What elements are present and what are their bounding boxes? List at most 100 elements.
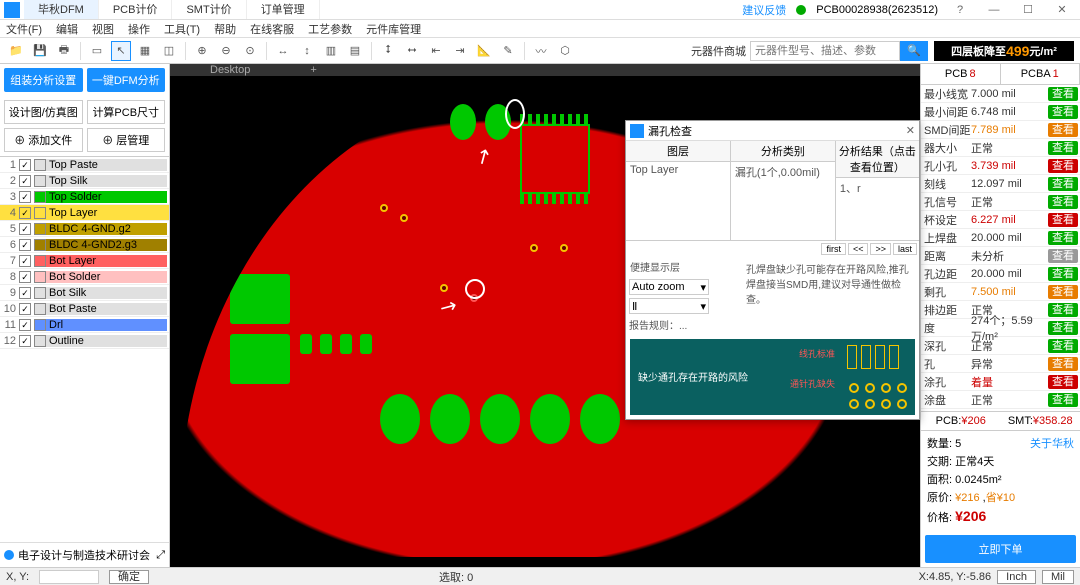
analysis-action-button[interactable]: 查看	[1048, 393, 1078, 407]
layer-visibility-checkbox[interactable]	[19, 239, 31, 251]
layer-row[interactable]: 9 Bot Silk	[0, 285, 169, 301]
tool-b[interactable]: ▦	[135, 41, 155, 61]
nav-last[interactable]: last	[893, 243, 917, 255]
layer-color-swatch[interactable]	[34, 255, 46, 267]
calc-size-button[interactable]: 计算PCB尺寸	[87, 100, 166, 124]
close-button[interactable]: ✕	[1050, 3, 1074, 16]
layer-row[interactable]: 7 Bot Layer	[0, 253, 169, 269]
layer-color-swatch[interactable]	[34, 303, 46, 315]
layer-color-swatch[interactable]	[34, 271, 46, 283]
max-button[interactable]: ☐	[1016, 3, 1040, 16]
dfm-analyze-button[interactable]: 一键DFM分析	[87, 68, 166, 92]
layer-color-swatch[interactable]	[34, 191, 46, 203]
analysis-action-button[interactable]: 查看	[1048, 231, 1078, 245]
menu-file[interactable]: 文件(F)	[6, 21, 42, 37]
search-input[interactable]	[750, 41, 900, 61]
title-tab-2[interactable]: 订单管理	[247, 0, 320, 19]
tool-c[interactable]: ◫	[159, 41, 179, 61]
tool-open[interactable]: 📁	[6, 41, 26, 61]
layer-color-swatch[interactable]	[34, 223, 46, 235]
layer-visibility-checkbox[interactable]	[19, 159, 31, 171]
expand-icon[interactable]: ⤢	[156, 549, 165, 562]
layer-visibility-checkbox[interactable]	[19, 255, 31, 267]
analysis-action-button[interactable]: 查看	[1048, 321, 1078, 335]
tool-m[interactable]: ⇤	[426, 41, 446, 61]
analysis-action-button[interactable]: 查看	[1048, 285, 1078, 299]
layer-row[interactable]: 10 Bot Paste	[0, 301, 169, 317]
analysis-action-button[interactable]: 查看	[1048, 105, 1078, 119]
layer-mgmt-button[interactable]: ⊕ 层管理	[87, 128, 166, 152]
zoom-select[interactable]: Auto zoom▾	[629, 279, 709, 295]
layer-row[interactable]: 6 BLDC 4-GND2.g3	[0, 237, 169, 253]
tool-j[interactable]: ▤	[345, 41, 365, 61]
layer-row[interactable]: 1 Top Paste	[0, 157, 169, 173]
layer-row[interactable]: 12 Outline	[0, 333, 169, 349]
tool-o[interactable]: 📐	[474, 41, 494, 61]
ad-banner[interactable]: 四层板降至499元/m²	[934, 41, 1074, 61]
unit-mil[interactable]: Mil	[1042, 570, 1074, 584]
analysis-action-button[interactable]: 查看	[1048, 375, 1078, 389]
tool-a[interactable]: ▭	[87, 41, 107, 61]
layer-color-swatch[interactable]	[34, 175, 46, 187]
assembly-settings-button[interactable]: 组装分析设置	[4, 68, 83, 92]
tool-e[interactable]: ⊖	[216, 41, 236, 61]
tool-save[interactable]: 💾	[30, 41, 50, 61]
nav-next[interactable]: >>	[870, 243, 891, 255]
dialog-close-button[interactable]: ✕	[906, 124, 915, 137]
layer-color-swatch[interactable]	[34, 207, 46, 219]
left-footer[interactable]: 电子设计与制造技术研讨会 ⤢	[0, 542, 169, 567]
menu-help[interactable]: 帮助	[214, 21, 236, 37]
title-tab-1[interactable]: SMT计价	[172, 0, 246, 19]
menu-tool[interactable]: 工具(T)	[164, 21, 200, 37]
add-file-button[interactable]: ⊕ 添加文件	[4, 128, 83, 152]
layer-visibility-checkbox[interactable]	[19, 191, 31, 203]
analysis-action-button[interactable]: 查看	[1048, 141, 1078, 155]
min-button[interactable]: —	[982, 4, 1006, 16]
tool-g[interactable]: ↔	[273, 41, 293, 61]
order-button[interactable]: 立即下单	[925, 535, 1076, 563]
tool-d[interactable]: ⊕	[192, 41, 212, 61]
analysis-action-button[interactable]: 查看	[1048, 195, 1078, 209]
layer-color-swatch[interactable]	[34, 159, 46, 171]
unit-inch[interactable]: Inch	[997, 570, 1036, 584]
tool-r[interactable]: ⬡	[555, 41, 575, 61]
menu-lib[interactable]: 元件库管理	[366, 21, 421, 37]
layer-visibility-checkbox[interactable]	[19, 287, 31, 299]
price-tab-smt[interactable]: SMT:¥358.28	[1001, 412, 1080, 430]
layer-visibility-checkbox[interactable]	[19, 223, 31, 235]
menu-process[interactable]: 工艺参数	[308, 21, 352, 37]
xy-input[interactable]	[39, 570, 99, 584]
analysis-action-button[interactable]: 查看	[1048, 303, 1078, 317]
tab-pcba[interactable]: PCBA1	[1001, 64, 1080, 84]
layer-row[interactable]: 4 Top Layer	[0, 205, 169, 221]
dialog-titlebar[interactable]: 漏孔检查 ✕	[626, 121, 919, 141]
analysis-action-button[interactable]: 查看	[1048, 213, 1078, 227]
layer-color-swatch[interactable]	[34, 335, 46, 347]
title-tab-app[interactable]: 毕秋DFM	[24, 0, 99, 19]
price-tab-pcb[interactable]: PCB:¥206	[921, 412, 1001, 430]
tool-n[interactable]: ⇥	[450, 41, 470, 61]
layer-visibility-checkbox[interactable]	[19, 335, 31, 347]
col1-value[interactable]: Top Layer	[626, 162, 730, 178]
layer-row[interactable]: 11 Drl	[0, 317, 169, 333]
menu-support[interactable]: 在线客服	[250, 21, 294, 37]
feedback-link[interactable]: 建议反馈	[742, 2, 786, 18]
col3-value[interactable]: 1、r	[836, 178, 919, 198]
layer-visibility-checkbox[interactable]	[19, 319, 31, 331]
layer-visibility-checkbox[interactable]	[19, 175, 31, 187]
tool-h[interactable]: ↕	[297, 41, 317, 61]
menu-edit[interactable]: 编辑	[56, 21, 78, 37]
analysis-action-button[interactable]: 查看	[1048, 123, 1078, 137]
tool-f[interactable]: ⊙	[240, 41, 260, 61]
analysis-action-button[interactable]: 查看	[1048, 357, 1078, 371]
tool-q[interactable]: 〰	[531, 41, 551, 61]
analysis-action-button[interactable]: 查看	[1048, 339, 1078, 353]
search-button[interactable]: 🔍	[900, 41, 928, 61]
title-tab-0[interactable]: PCB计价	[99, 0, 173, 19]
tool-p[interactable]: ✎	[498, 41, 518, 61]
tool-i[interactable]: ▥	[321, 41, 341, 61]
analysis-action-button[interactable]: 查看	[1048, 87, 1078, 101]
layer-row[interactable]: 8 Bot Solder	[0, 269, 169, 285]
tool-print[interactable]: 🖶	[54, 41, 74, 61]
nav-prev[interactable]: <<	[848, 243, 869, 255]
